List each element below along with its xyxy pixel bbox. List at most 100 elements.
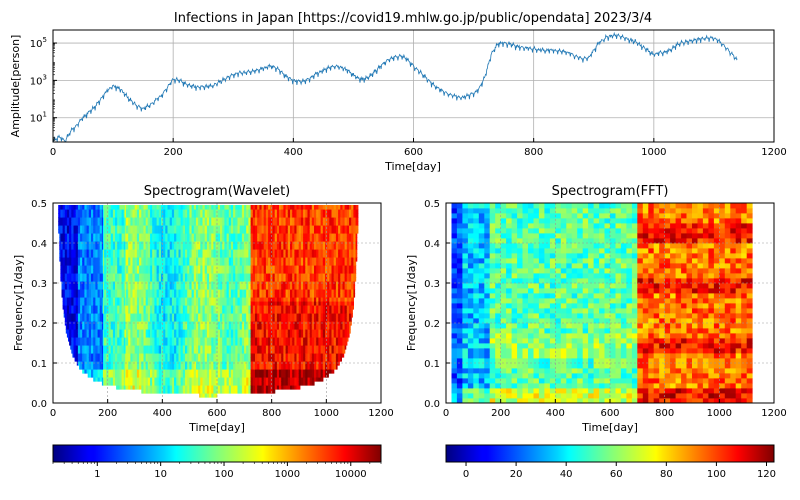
wavelet-cell [91,265,93,270]
wavelet-cell [89,261,92,266]
wavelet-cell [83,301,85,306]
wavelet-cell [95,233,98,238]
wavelet-cell [96,237,99,242]
wavelet-cell [121,325,124,330]
wavelet-cell [83,237,85,242]
wavelet-cell [74,333,77,338]
wavelet-cell [126,301,128,306]
wavelet-cell [98,361,101,366]
wavelet-cell [97,301,100,306]
wavelet-cell [123,333,126,338]
wavelet-cell [75,289,78,294]
wavelet-cell [80,357,82,362]
wavelet-cell [112,269,115,274]
wavelet-cell [86,361,89,366]
wavelet-cell [103,329,105,334]
wavelet-cell [61,285,64,290]
wavelet-cell [95,305,98,310]
wavelet-cell [112,381,115,386]
wavelet-cell [105,293,107,298]
wavelet-cell [121,289,124,294]
wavelet-cell [104,277,106,282]
wavelet-cell [100,229,103,234]
wavelet-cell [110,241,113,246]
wavelet-cell [123,233,126,238]
wavelet-cell [66,321,69,326]
wavelet-cell [85,305,88,310]
wavelet-cell [82,345,84,350]
wavelet-cell [96,301,99,306]
wavelet-cell [121,265,124,270]
wavelet-cell [104,269,106,274]
wavelet-cell [95,313,98,318]
wavelet-cell [118,329,120,334]
wavelet-cell [63,237,66,242]
wavelet-cell [62,257,65,262]
wavelet-cell [107,381,110,386]
wavelet-cell [60,253,63,258]
wavelet-cell [91,205,93,210]
wavelet-cell [110,349,113,354]
wavelet-cell [109,365,112,370]
wavelet-cell [96,213,99,218]
wavelet-cell [89,285,92,290]
wavelet-cell [74,273,77,278]
wavelet-cell [62,221,65,226]
wavelet-cell [118,305,120,310]
wavelet-cell [74,253,77,258]
wavelet-cell [105,205,107,210]
wavelet-cell [119,269,122,274]
wavelet-cell [122,373,125,378]
wavelet-cell [105,297,107,302]
wavelet-cell [70,329,72,334]
wavelet-cell [120,309,123,314]
wavelet-cell [94,225,96,230]
wavelet-cell [103,297,105,302]
wavelet-cell [112,213,115,218]
wavelet-cell [84,317,87,322]
wavelet-cell [88,225,91,230]
wavelet-cell [109,205,112,210]
wavelet-cell [106,225,108,230]
wavelet-cell [74,269,77,274]
wavelet-cell [91,249,93,254]
timeseries-xtick-label: 1000 [641,147,666,158]
wavelet-cell [68,281,70,286]
wavelet-cell [94,373,96,378]
wavelet-cell [118,293,120,298]
wavelet-cell [111,317,114,322]
wavelet-cell [120,341,123,346]
wavelet-cell [81,257,83,262]
wavelet-cell [76,229,79,234]
wavelet-cell [76,245,79,250]
wavelet-cell [88,329,91,334]
wavelet-cell [106,233,108,238]
wavelet-cell [87,213,90,218]
wavelet-cell [68,289,70,294]
wavelet-cell [100,317,103,322]
wavelet-cell [97,289,100,294]
wavelet-cell [86,309,89,314]
wavelet-cell [97,273,100,278]
wavelet-cell [109,265,112,270]
wavelet-cell [124,333,127,338]
wavelet-cell [127,321,129,326]
wavelet-cell [111,301,114,306]
wavelet-cell [126,385,128,390]
wavelet-cell [120,261,123,266]
wavelet-cell [93,229,95,234]
wavelet-cell [99,353,102,358]
wavelet-cell [119,261,122,266]
wavelet-cell [117,341,119,346]
wavelet-cell [82,297,84,302]
wavelet-cell [109,349,112,354]
wavelet-cell [123,269,126,274]
wavelet-cell [123,265,126,270]
wavelet-cell [79,269,81,274]
wavelet-cell [115,305,117,310]
wavelet-cell [64,205,67,210]
wavelet-cell [60,225,63,230]
wavelet-cell [81,285,83,290]
wavelet-cell [109,301,112,306]
wavelet-cell [112,225,115,230]
